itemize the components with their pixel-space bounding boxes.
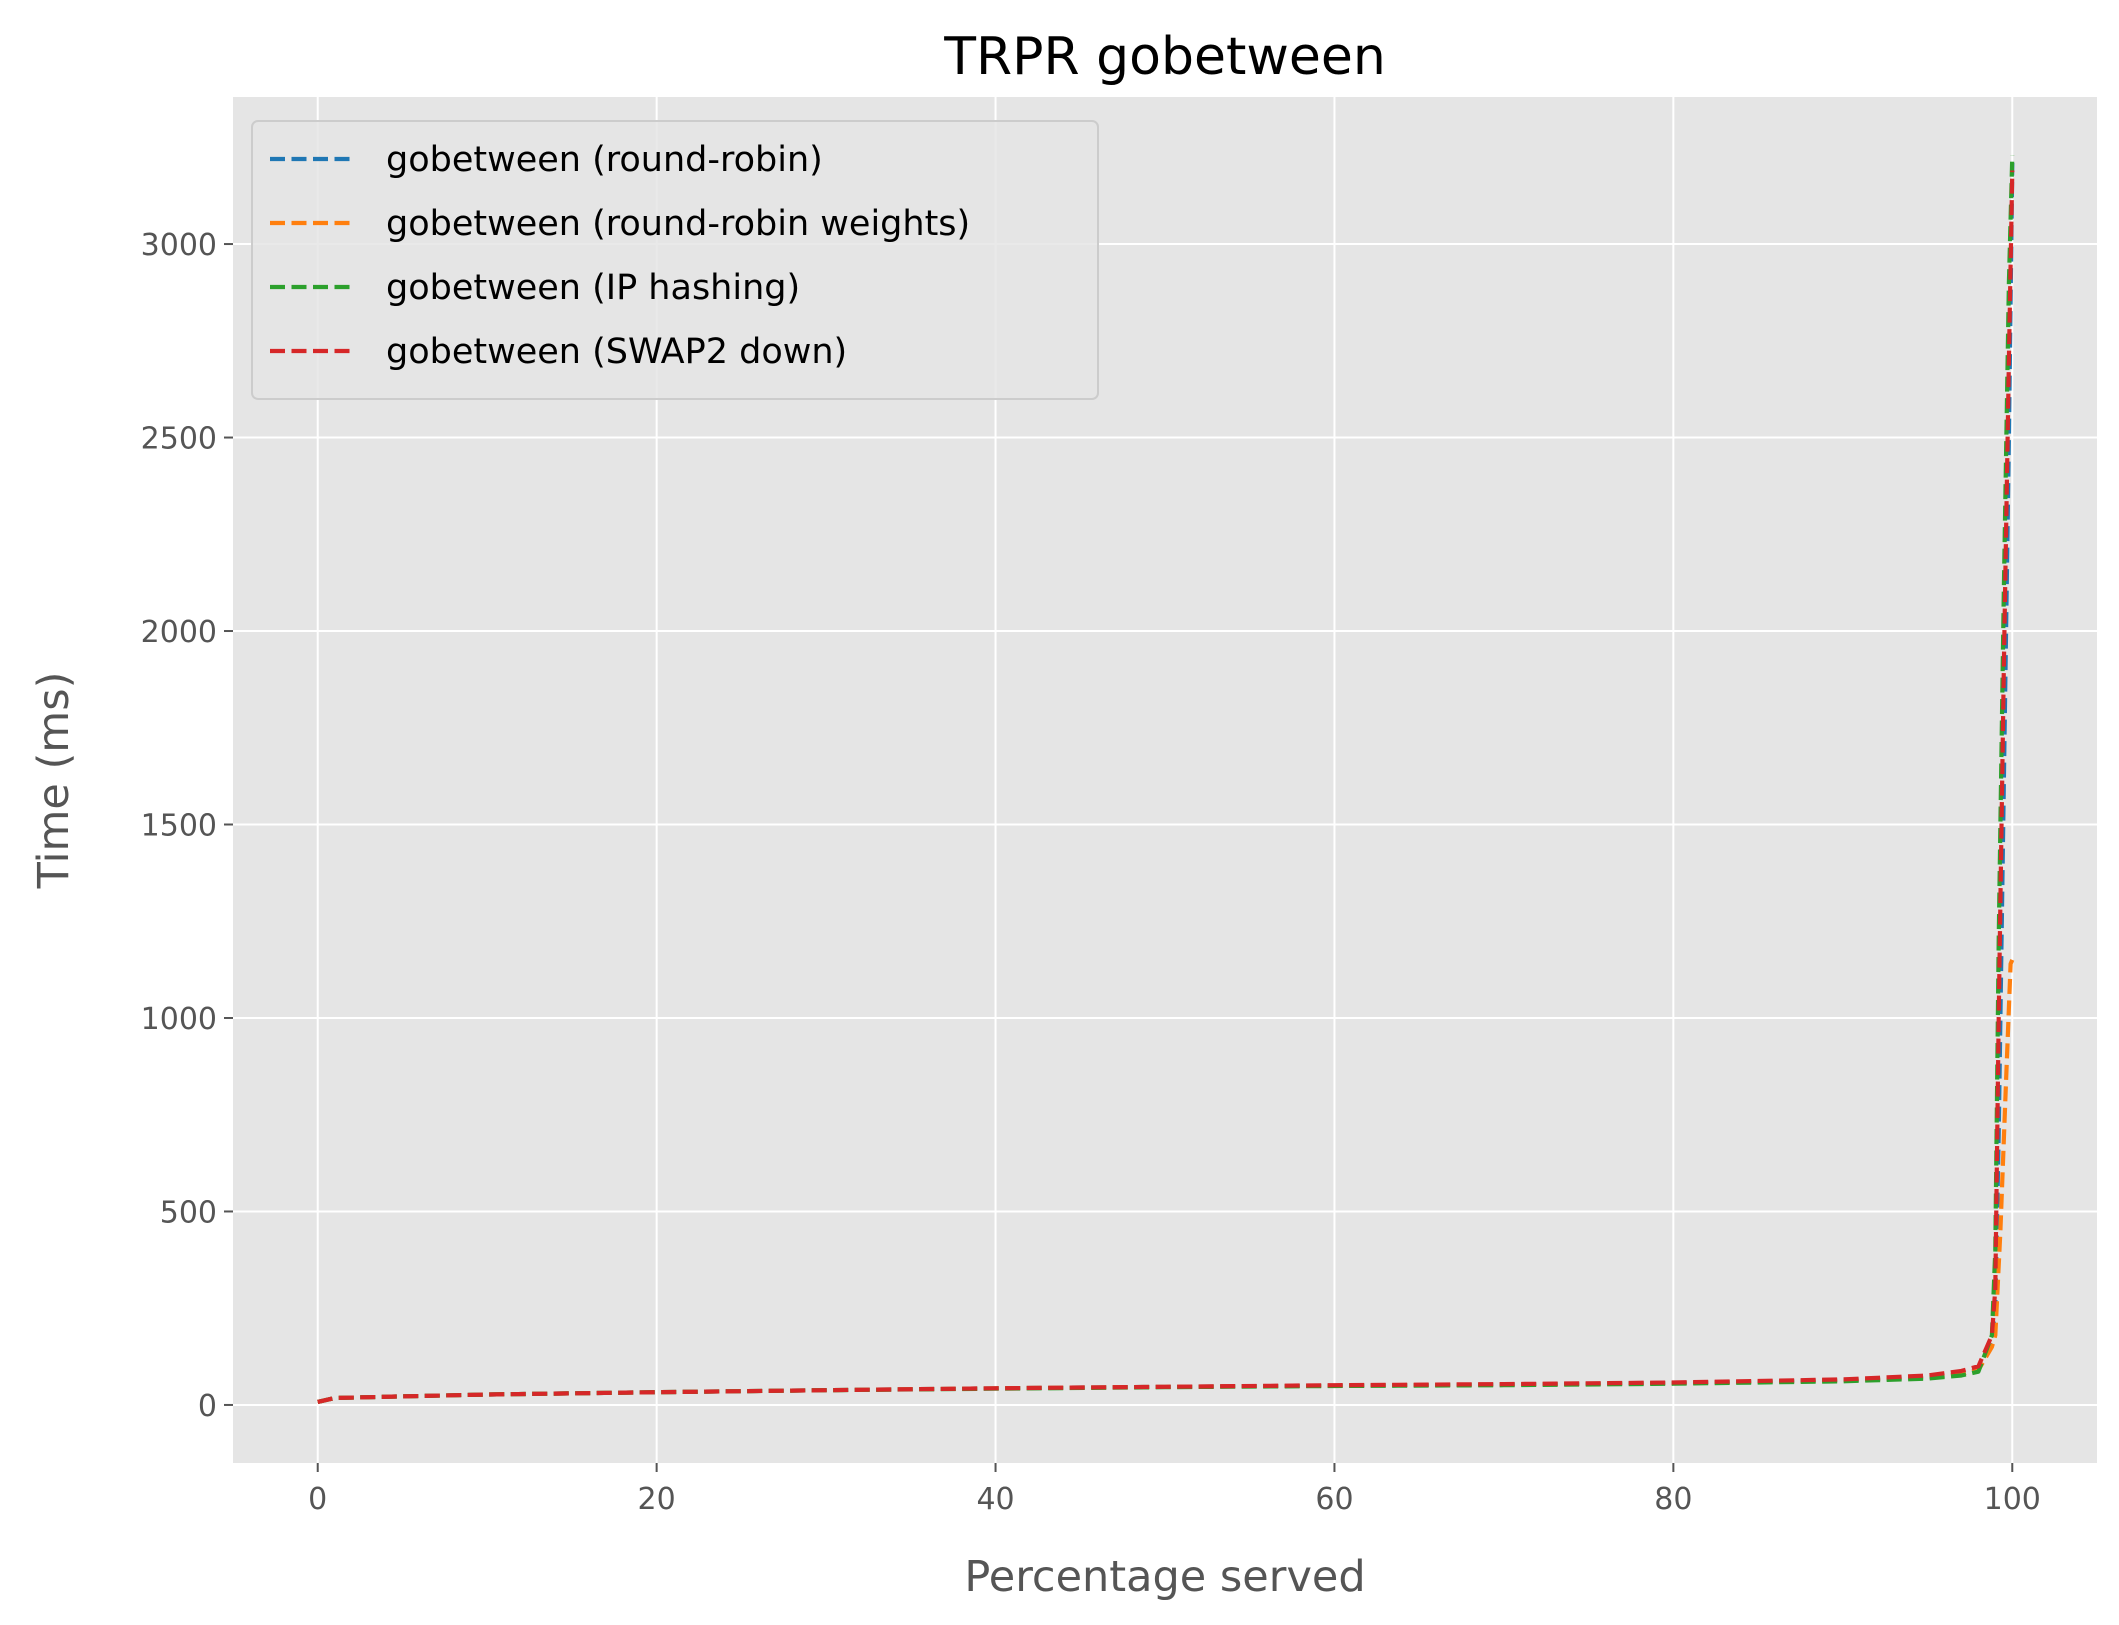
y-tick-label: 500 <box>160 1195 217 1230</box>
x-tick-label: 20 <box>638 1482 676 1517</box>
series-line-4 <box>317 170 2015 1404</box>
x-tick-label: 80 <box>1654 1482 1692 1517</box>
legend-box <box>251 120 1099 400</box>
series-layer <box>317 154 2015 1404</box>
legend-entry-label: gobetween (round-robin weights) <box>386 204 970 244</box>
legend: gobetween (round-robin) gobetween (round-… <box>251 120 1099 400</box>
y-tick-label: 2500 <box>141 422 217 457</box>
legend-entry-label: gobetween (round-robin) <box>386 140 823 180</box>
x-tick-label: 0 <box>308 1482 327 1517</box>
chart-title: TRPR gobetween <box>943 27 1386 87</box>
y-tick-label: 0 <box>198 1389 217 1424</box>
y-axis-ticks: 0 500 1000 1500 2000 2500 3000 <box>141 228 233 1424</box>
x-tick-label: 100 <box>1984 1482 2041 1517</box>
y-tick-label: 1000 <box>141 1002 217 1037</box>
y-axis-label: Time (ms) <box>29 672 79 890</box>
x-axis-ticks: 0 20 40 60 80 100 <box>308 1463 2041 1517</box>
x-axis-label: Percentage served <box>964 1552 1365 1602</box>
legend-entry-label: gobetween (IP hashing) <box>386 268 800 308</box>
x-tick-label: 60 <box>1315 1482 1353 1517</box>
y-tick-label: 2000 <box>141 615 217 650</box>
x-tick-label: 40 <box>976 1482 1014 1517</box>
y-tick-label: 1500 <box>141 809 217 844</box>
y-tick-label: 3000 <box>141 228 217 263</box>
legend-entry-label: gobetween (SWAP2 down) <box>386 332 847 372</box>
